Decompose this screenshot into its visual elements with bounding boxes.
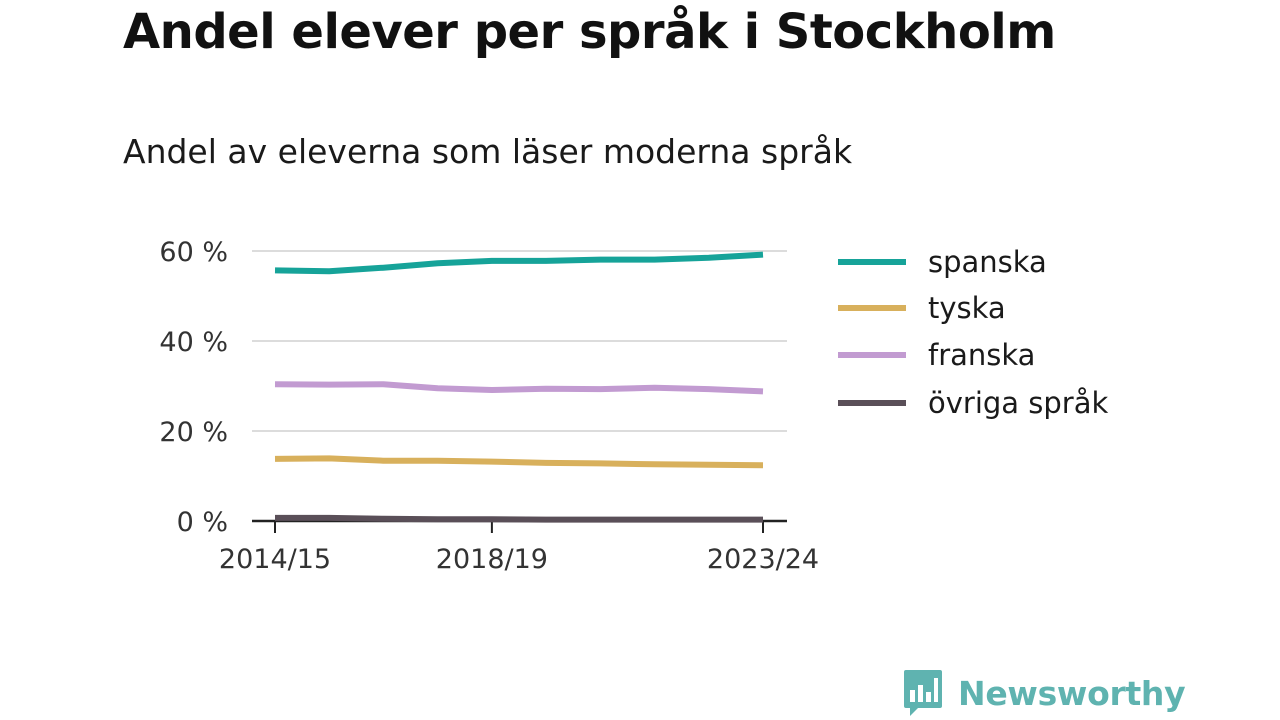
x-tick-label: 2023/24	[707, 544, 819, 575]
legend: spanska tyska franska övriga språk	[838, 245, 1108, 420]
y-axis-labels: 0 % 20 % 40 % 60 %	[159, 237, 228, 538]
series-line-tyska	[274, 455, 764, 469]
y-tick-label: 60 %	[159, 237, 228, 268]
legend-label: franska	[928, 338, 1035, 372]
series-line-spanska	[274, 251, 764, 275]
grid-lines	[252, 250, 787, 432]
y-tick-label: 0 %	[177, 507, 228, 538]
series-lines	[274, 251, 764, 523]
chart-subtitle: Andel av eleverna som läser moderna språ…	[123, 132, 853, 171]
chart-title: Andel elever per språk i Stockholm	[123, 4, 1056, 60]
series-line-övriga-språk	[275, 514, 763, 523]
y-tick-label: 40 %	[159, 327, 228, 358]
x-tick-label: 2018/19	[436, 544, 548, 575]
legend-label: spanska	[928, 245, 1047, 279]
legend-label: tyska	[928, 291, 1006, 325]
x-axis: 2014/15 2018/19 2023/24	[219, 519, 819, 575]
legend-label: övriga språk	[928, 386, 1108, 420]
bar-chart-speech-bubble-icon	[904, 670, 942, 716]
x-tick-label: 2014/15	[219, 544, 331, 575]
newsworthy-logo: Newsworthy	[902, 668, 1186, 718]
brand-name: Newsworthy	[958, 673, 1186, 713]
y-tick-label: 20 %	[159, 417, 228, 448]
series-line-franska	[274, 381, 764, 395]
